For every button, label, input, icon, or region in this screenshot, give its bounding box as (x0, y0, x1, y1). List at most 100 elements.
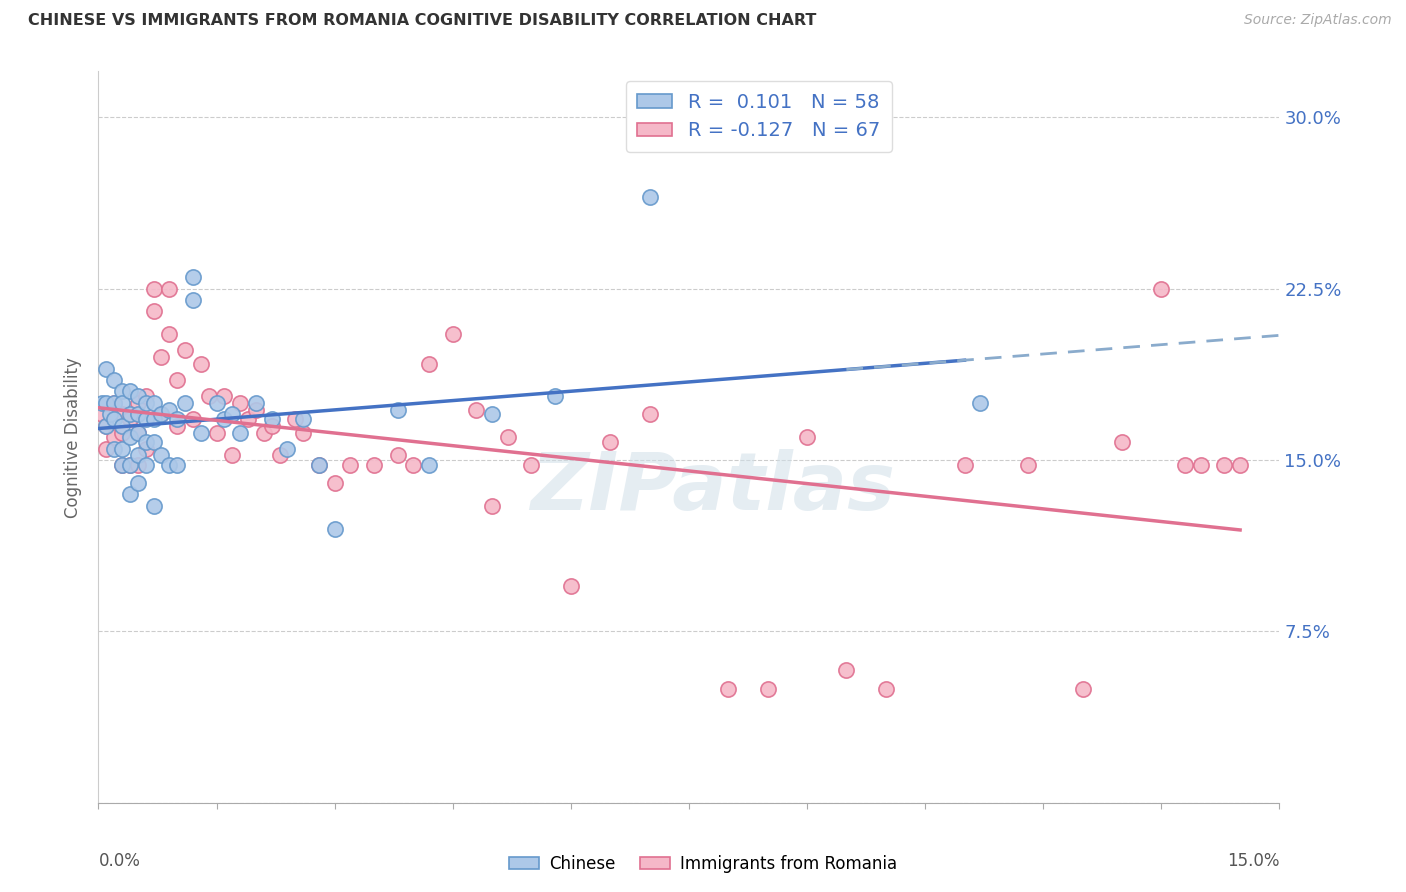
Text: ZIPatlas: ZIPatlas (530, 450, 896, 527)
Point (135, 389, 157, 403)
Point (544, 389, 567, 403)
Point (260, 418, 283, 433)
Point (260, 412, 283, 426)
Point (103, 373, 125, 387)
Point (229, 425, 252, 440)
Point (197, 389, 219, 403)
Point (190, 357, 212, 371)
Point (418, 458, 440, 472)
Point (91, 396, 114, 410)
Point (127, 389, 149, 403)
Point (142, 304, 165, 318)
Point (111, 442, 134, 456)
Point (111, 396, 134, 410)
Point (481, 499, 503, 513)
Point (1071, 681, 1094, 696)
Point (91, 407, 114, 421)
Point (142, 281, 165, 295)
Point (1213, 458, 1236, 472)
Point (118, 412, 141, 426)
Point (638, 190, 661, 204)
Point (481, 407, 503, 421)
Point (111, 458, 134, 472)
Point (118, 458, 141, 472)
Point (103, 396, 125, 410)
Point (308, 458, 330, 472)
Point (127, 449, 149, 463)
Point (229, 396, 252, 410)
Point (599, 434, 621, 449)
Point (103, 442, 125, 456)
Point (190, 425, 212, 440)
Text: 0.0%: 0.0% (98, 852, 141, 870)
Point (103, 396, 125, 410)
Point (135, 458, 157, 472)
Point (166, 412, 188, 426)
Point (111, 418, 134, 433)
Point (118, 458, 141, 472)
Point (96, 442, 118, 456)
Point (96, 361, 118, 376)
Point (221, 407, 243, 421)
Point (339, 458, 361, 472)
Point (245, 396, 267, 410)
Point (150, 449, 173, 463)
Point (284, 412, 307, 426)
Legend: Chinese, Immigrants from Romania: Chinese, Immigrants from Romania (502, 848, 904, 880)
Point (127, 396, 149, 410)
Point (135, 434, 157, 449)
Point (292, 425, 315, 440)
Point (560, 579, 582, 593)
Point (1017, 458, 1039, 472)
Point (96, 418, 118, 433)
Point (969, 396, 991, 410)
Point (214, 389, 236, 403)
Point (253, 425, 276, 440)
Legend: R =  0.101   N = 58, R = -0.127   N = 67: R = 0.101 N = 58, R = -0.127 N = 67 (626, 81, 891, 153)
Point (157, 327, 180, 342)
Point (1174, 458, 1197, 472)
Point (174, 396, 197, 410)
Point (465, 402, 488, 417)
Point (166, 418, 188, 433)
Point (1189, 458, 1212, 472)
Point (103, 412, 125, 426)
Point (323, 521, 346, 535)
Point (166, 373, 188, 387)
Point (875, 681, 897, 696)
Point (150, 407, 173, 421)
Text: 15.0%: 15.0% (1227, 852, 1279, 870)
Point (127, 407, 149, 421)
Point (157, 281, 180, 295)
Point (142, 434, 165, 449)
Point (953, 458, 976, 472)
Point (835, 663, 858, 677)
Text: Source: ZipAtlas.com: Source: ZipAtlas.com (1244, 13, 1392, 28)
Point (118, 384, 141, 399)
Point (441, 327, 464, 342)
Point (236, 412, 259, 426)
Point (150, 407, 173, 421)
Point (181, 270, 204, 285)
Point (269, 449, 291, 463)
Point (150, 350, 173, 364)
Point (323, 475, 346, 490)
Point (363, 458, 385, 472)
Point (205, 425, 228, 440)
Point (96, 418, 118, 433)
Point (387, 402, 409, 417)
Point (496, 430, 519, 444)
Point (135, 442, 157, 456)
Point (214, 412, 236, 426)
Point (756, 681, 779, 696)
Point (127, 425, 149, 440)
Point (638, 407, 661, 421)
Point (111, 407, 134, 421)
Point (166, 458, 188, 472)
Point (98, 407, 121, 421)
Point (520, 458, 543, 472)
Point (174, 343, 197, 358)
Point (142, 396, 165, 410)
Point (127, 425, 149, 440)
Point (111, 458, 134, 472)
